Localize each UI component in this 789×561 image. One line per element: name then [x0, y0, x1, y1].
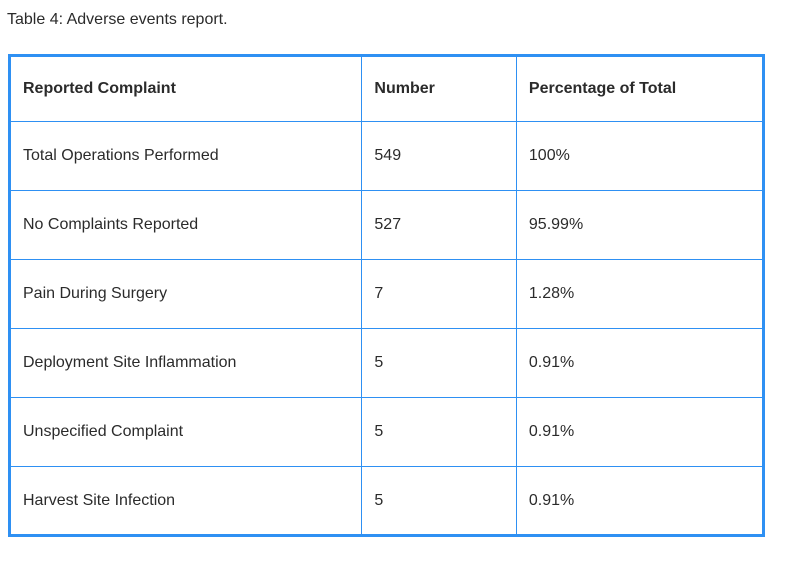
complaint-cell: Unspecified Complaint	[8, 397, 363, 467]
percentage-cell: 95.99%	[515, 190, 765, 260]
table-row: Total Operations Performed 549 100%	[8, 121, 765, 191]
percentage-cell: 0.91%	[515, 328, 765, 398]
table-caption: Table 4: Adverse events report.	[7, 11, 228, 28]
column-header-number: Number	[361, 55, 517, 122]
percentage-cell: 1.28%	[515, 259, 765, 329]
table-header-row: Reported Complaint Number Percentage of …	[8, 55, 765, 122]
table-row: Reported Complaint Number Percentage of …	[8, 55, 765, 122]
table-row: Unspecified Complaint 5 0.91%	[8, 397, 765, 467]
number-cell: 5	[361, 397, 517, 467]
number-cell: 5	[361, 466, 517, 536]
column-header-reported-complaint: Reported Complaint	[8, 55, 363, 122]
complaint-cell: Total Operations Performed	[8, 121, 363, 191]
complaint-cell: Deployment Site Inflammation	[8, 328, 363, 398]
complaint-cell: Harvest Site Infection	[8, 466, 363, 536]
adverse-events-table: Reported Complaint Number Percentage of …	[8, 54, 765, 537]
table-row: Harvest Site Infection 5 0.91%	[8, 466, 765, 536]
percentage-cell: 0.91%	[515, 397, 765, 467]
table-row: No Complaints Reported 527 95.99%	[8, 190, 765, 260]
number-cell: 527	[361, 190, 517, 260]
percentage-cell: 100%	[515, 121, 765, 191]
number-cell: 5	[361, 328, 517, 398]
column-header-percentage-of-total: Percentage of Total	[515, 55, 765, 122]
number-cell: 549	[361, 121, 517, 191]
table-row: Pain During Surgery 7 1.28%	[8, 259, 765, 329]
percentage-cell: 0.91%	[515, 466, 765, 536]
number-cell: 7	[361, 259, 517, 329]
complaint-cell: Pain During Surgery	[8, 259, 363, 329]
table-row: Deployment Site Inflammation 5 0.91%	[8, 328, 765, 398]
complaint-cell: No Complaints Reported	[8, 190, 363, 260]
